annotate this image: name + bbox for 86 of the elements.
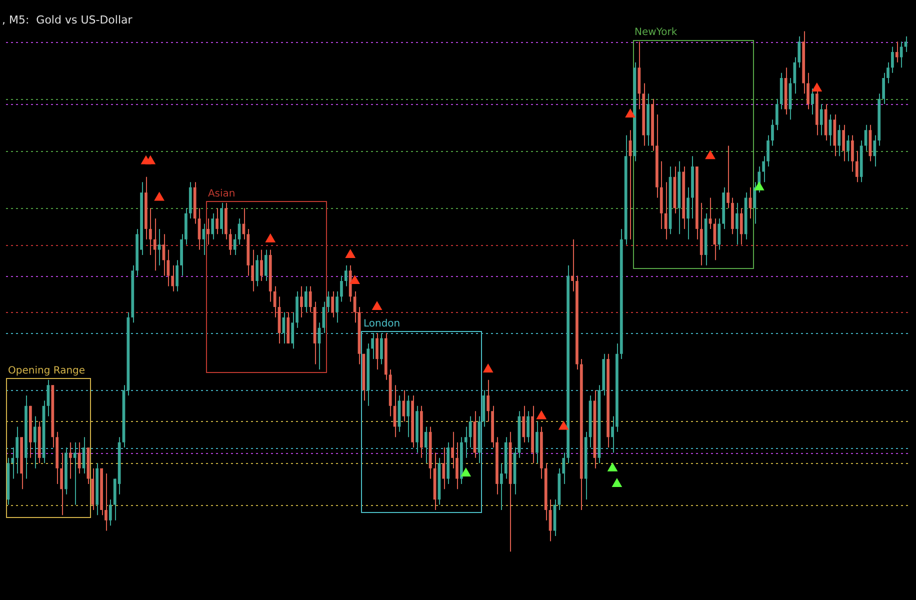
point <box>558 421 568 430</box>
point <box>536 410 546 420</box>
candlestick <box>500 462 503 510</box>
candlestick <box>526 410 530 443</box>
candlestick <box>718 218 721 250</box>
candlestick <box>33 416 36 469</box>
candlestick <box>260 249 263 282</box>
candlestick <box>376 332 378 370</box>
point <box>812 82 822 92</box>
candlestick <box>468 416 472 448</box>
candlestick <box>60 452 63 516</box>
point <box>346 249 356 258</box>
candlestick <box>340 275 343 302</box>
point <box>754 182 764 190</box>
candlestick <box>171 264 174 292</box>
point <box>372 302 382 310</box>
candlestick <box>158 228 161 266</box>
candlestick <box>344 264 348 287</box>
candlestick <box>548 499 552 542</box>
candlestick <box>726 145 730 209</box>
candlestick <box>251 249 254 292</box>
point <box>625 108 636 118</box>
annotation: Asian <box>208 188 236 200</box>
candlestick <box>846 134 850 162</box>
point <box>266 234 276 242</box>
annotation: London <box>363 318 400 330</box>
annotation: NewYork <box>634 27 678 38</box>
candlestick <box>308 286 312 313</box>
candlestick <box>228 228 232 256</box>
candlestick <box>216 208 219 235</box>
candlestick <box>273 286 276 318</box>
candlestick <box>686 186 690 240</box>
candlestick <box>900 41 903 68</box>
candlestick <box>371 332 374 360</box>
candlestick <box>256 254 258 287</box>
candlestick <box>842 124 846 162</box>
candlestick <box>73 442 76 506</box>
annotation: Opening Range <box>8 365 86 376</box>
candlestick <box>811 88 814 115</box>
candlestick <box>536 421 538 464</box>
point <box>461 468 471 477</box>
point <box>705 150 716 160</box>
candlestick <box>304 286 308 313</box>
candlestick <box>68 442 72 480</box>
candlestick <box>331 290 334 318</box>
candlestick <box>176 260 179 292</box>
candlestick <box>336 290 338 324</box>
candlestick <box>402 390 406 422</box>
candlestick <box>904 36 908 53</box>
candlestick <box>78 442 81 474</box>
candlestick <box>148 208 152 256</box>
point <box>612 478 622 487</box>
candlestick <box>486 379 490 422</box>
candlestick <box>664 182 668 240</box>
point <box>483 364 493 372</box>
candlestick <box>380 332 383 365</box>
candlestick <box>855 150 858 183</box>
candlestick <box>838 124 841 157</box>
candlestick <box>264 249 268 282</box>
candlestick <box>104 473 108 532</box>
candlestick <box>771 119 774 146</box>
point <box>154 192 164 201</box>
candlestick <box>233 234 236 256</box>
candlestick <box>442 447 446 490</box>
candlestick <box>211 212 214 240</box>
candlestick <box>108 499 112 526</box>
candlestick <box>406 394 410 438</box>
candlestick <box>522 405 526 443</box>
candlestick <box>775 98 778 131</box>
candlestick <box>424 426 428 464</box>
candlestick <box>153 218 156 272</box>
candlestick <box>851 134 854 172</box>
candlestick <box>740 208 743 246</box>
candlestick <box>735 202 738 246</box>
candlestick <box>891 46 894 74</box>
candlestick <box>220 202 223 235</box>
candlestick <box>464 426 468 458</box>
candlestick <box>206 218 210 246</box>
candlestick <box>895 41 898 63</box>
candlestick <box>300 286 303 318</box>
point <box>350 275 360 284</box>
chart-title: , M5: Gold vs US-Dollar <box>2 13 133 26</box>
candlestick <box>820 104 823 136</box>
point <box>608 462 618 472</box>
candlestick <box>16 426 19 474</box>
point <box>146 156 156 164</box>
